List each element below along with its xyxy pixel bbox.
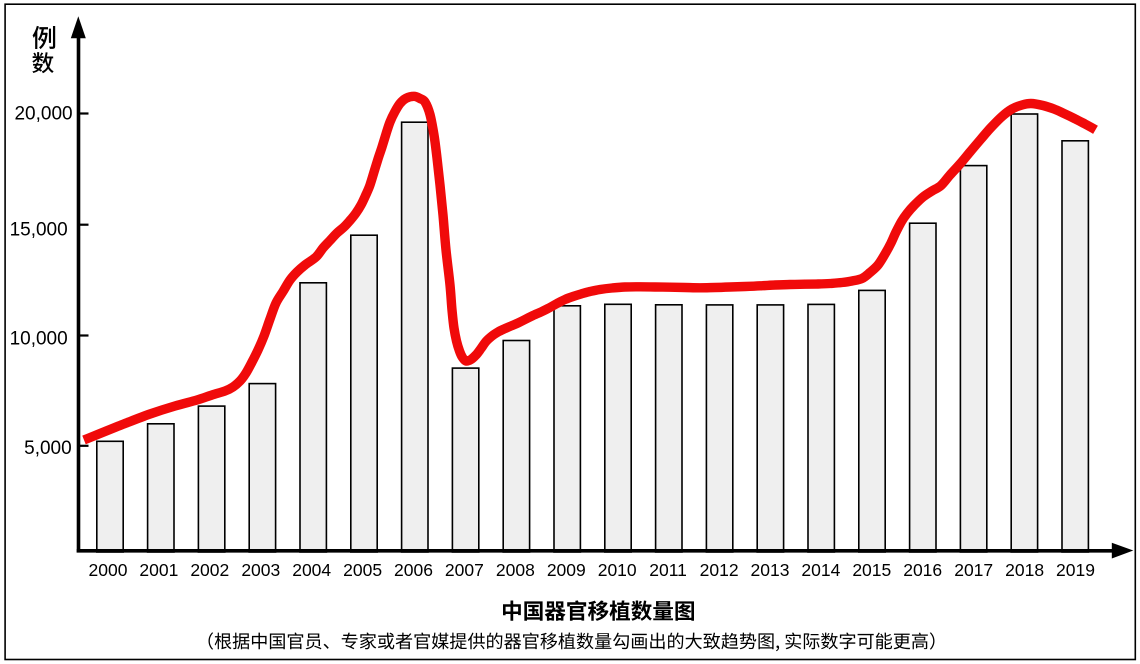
svg-text:2007: 2007 [445,560,484,580]
svg-text:15,000: 15,000 [10,219,68,240]
svg-text:20,000: 20,000 [14,103,72,124]
svg-text:2005: 2005 [343,560,382,580]
svg-text:2003: 2003 [241,560,280,580]
svg-text:2014: 2014 [801,560,840,580]
svg-text:2017: 2017 [954,560,993,580]
svg-text:2012: 2012 [700,560,739,580]
svg-text:2008: 2008 [496,560,535,580]
svg-text:2013: 2013 [751,560,790,580]
svg-text:2015: 2015 [852,560,891,580]
svg-text:2006: 2006 [394,560,433,580]
svg-text:2002: 2002 [190,560,229,580]
svg-text:10,000: 10,000 [10,328,68,349]
svg-text:2019: 2019 [1056,560,1095,580]
svg-text:2010: 2010 [598,560,637,580]
svg-text:2004: 2004 [292,560,331,580]
svg-text:5,000: 5,000 [24,438,72,459]
svg-text:2018: 2018 [1005,560,1044,580]
svg-text:2001: 2001 [139,560,178,580]
svg-text:2011: 2011 [649,560,687,580]
svg-text:2016: 2016 [903,560,942,580]
svg-text:2000: 2000 [89,560,128,580]
svg-text:2009: 2009 [547,560,586,580]
